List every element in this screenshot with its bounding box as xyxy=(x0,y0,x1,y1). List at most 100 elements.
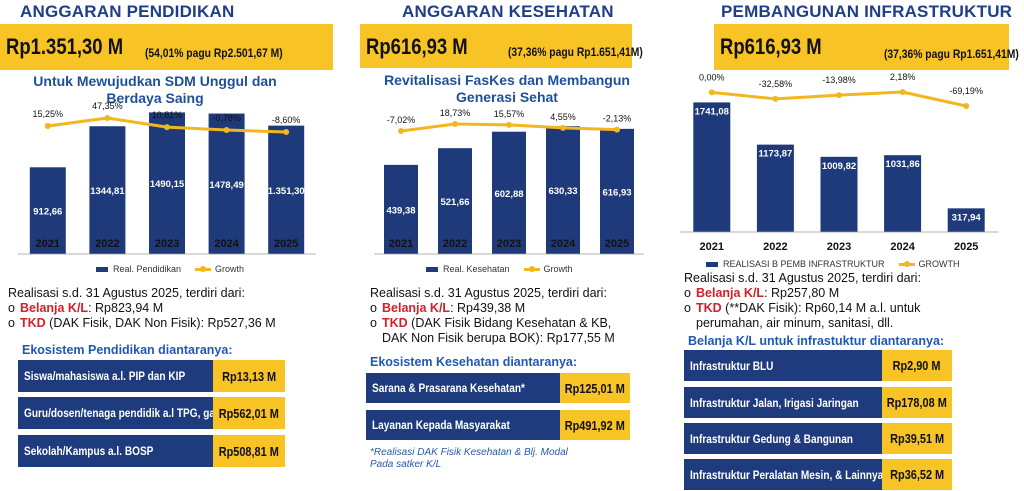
tkd-row-cont: perumahan, air minum, sanitasi, dll. xyxy=(684,316,921,331)
eco-row: Layanan Kepada Masyarakat Rp491,92 M xyxy=(366,410,630,440)
eco-value: Rp13,13 M xyxy=(213,360,285,392)
bar xyxy=(546,126,580,254)
pagu-text: (37,36% pagu Rp1.651,41M) xyxy=(884,47,1019,61)
year-tick-label: 2022 xyxy=(763,241,787,253)
eco-label: Layanan Kepada Masyarakat xyxy=(366,410,560,440)
growth-value-label: 47,35% xyxy=(92,101,123,111)
tkd-text: (**DAK Fisik): Rp60,14 M a.l. untuk xyxy=(721,301,921,315)
bar xyxy=(384,164,418,254)
legend-bar-label: Real. Pendidikan xyxy=(113,264,182,274)
bar xyxy=(492,131,526,254)
belanja-label: Belanja K/L xyxy=(382,301,451,315)
pagu-text: (54,01% pagu Rp2.501,67 M) xyxy=(145,46,283,60)
eco-label: Infrastruktur Jalan, Irigasi Jaringan xyxy=(684,387,882,418)
growth-value-label: -69,19% xyxy=(949,86,983,96)
eco-value: Rp562,01 M xyxy=(213,397,285,429)
year-tick-label: 2021 xyxy=(700,241,724,253)
belanja-label: Belanja K/L xyxy=(696,286,765,300)
eco-value: Rp2,90 M xyxy=(882,350,952,381)
eco-row: Sarana & Prasarana Kesehatan* Rp125,01 M xyxy=(366,373,630,403)
tkd-text: (DAK Fisik, DAK Non Fisik): Rp527,36 M xyxy=(45,316,276,330)
panel-pendidikan: ANGGARAN PENDIDIKAN Rp1.351,30 M (54,01%… xyxy=(0,0,335,491)
belanja-value: : Rp257,80 M xyxy=(764,286,840,300)
bar-value-label: 602,88 xyxy=(494,189,523,200)
year-tick-label: 2023 xyxy=(497,238,521,250)
tkd-row-cont: DAK Non Fisik berupa BOK): Rp177,55 M xyxy=(370,331,615,346)
tkd-label: TKD xyxy=(382,316,408,330)
realisasi-block: Realisasi s.d. 31 Agustus 2025, terdiri … xyxy=(370,286,615,346)
bar-value-label: 317,94 xyxy=(952,212,982,223)
panel-title: PEMBANGUNAN INFRASTRUKTUR xyxy=(721,2,1013,21)
chart-legend: REALISASI B PEMB INFRASTRUKTUR GROWTH xyxy=(706,259,960,269)
subtitle-line-1: Revitalisasi FasKes dan Membangun xyxy=(384,72,630,88)
year-tick-label: 2025 xyxy=(274,238,298,250)
bar xyxy=(884,155,922,232)
bar xyxy=(149,112,185,254)
footnote: *Realisasi DAK Fisik Kesehatan & Blj. Mo… xyxy=(370,447,568,471)
growth-point xyxy=(772,95,779,102)
realisasi-block: Realisasi s.d. 31 Agustus 2025, terdiri … xyxy=(684,271,921,331)
growth-point xyxy=(398,128,404,134)
eco-row: Infrastruktur Gedung & Bangunan Rp39,51 … xyxy=(684,423,952,454)
bar-value-label: 1031,86 xyxy=(885,159,919,170)
realisasi-header: Realisasi s.d. 31 Agustus 2025, terdiri … xyxy=(370,286,607,300)
chart-infrastruktur: 1741,08 2021 1173,87 2022 1009,82 2023 1031,86… xyxy=(680,72,998,253)
eco-value: Rp508,81 M xyxy=(213,435,285,467)
bar xyxy=(29,167,66,254)
legend-bar-label: Real. Kesehatan xyxy=(443,264,510,274)
bullet-icon: o xyxy=(370,316,377,330)
growth-value-label: 2,18% xyxy=(890,72,916,82)
panel-subtitle: Untuk Mewujudkan SDM Unggul dan Berdaya … xyxy=(0,73,310,107)
amount-box: Rp1.351,30 M (54,01% pagu Rp2.501,67 M) xyxy=(0,24,333,70)
growth-point xyxy=(283,129,290,135)
legend-line-label: GROWTH xyxy=(918,259,960,269)
bar-value-label: 1.351,30 xyxy=(268,186,305,197)
panel-kesehatan: ANGGARAN KESEHATAN Rp616,93 M (37,36% pa… xyxy=(352,0,692,491)
eco-label: Siswa/mahasiswa a.l. PIP dan KIP xyxy=(18,360,213,392)
eco-label: Infrastruktur BLU xyxy=(684,350,882,381)
year-tick-label: 2023 xyxy=(827,241,851,253)
eco-label: Sekolah/Kampus a.l. BOSP xyxy=(18,435,213,467)
bar xyxy=(947,208,985,232)
eco-row: Guru/dosen/tenaga pendidik a.l TPG, gaji… xyxy=(18,397,285,429)
bar-value-label: 630,33 xyxy=(548,186,577,197)
chart-legend: Real. Kesehatan Growth xyxy=(426,264,573,274)
subtitle-line-2: Generasi Sehat xyxy=(456,89,558,105)
tkd-row: o TKD (**DAK Fisik): Rp60,14 M a.l. untu… xyxy=(684,301,921,316)
growth-value-label: -7,02% xyxy=(387,115,416,125)
bar xyxy=(820,156,858,232)
bar xyxy=(693,102,731,233)
bullet-icon: o xyxy=(684,286,691,300)
eco-label: Sarana & Prasarana Kesehatan* xyxy=(366,373,560,403)
bar xyxy=(756,144,794,232)
legend-bar-label: REALISASI B PEMB INFRASTRUKTUR xyxy=(723,259,885,269)
pagu-text: (37,36% pagu Rp1.651,41M) xyxy=(508,45,643,59)
growth-point xyxy=(560,124,566,131)
legend-line-swatch xyxy=(195,265,212,272)
eco-label: Guru/dosen/tenaga pendidik a.l TPG, gaji xyxy=(18,397,213,429)
year-tick-label: 2023 xyxy=(155,238,179,250)
panel-infrastruktur: PEMBANGUNAN INFRASTRUKTUR Rp616,93 M (37… xyxy=(676,0,1024,491)
legend-bar-swatch xyxy=(426,266,438,272)
legend-line-label: Growth xyxy=(215,264,245,274)
growth-point xyxy=(506,121,512,128)
growth-value-label: 15,25% xyxy=(33,109,64,119)
growth-value-label: 15,57% xyxy=(494,109,525,119)
year-tick-label: 2021 xyxy=(36,238,60,250)
growth-value-label: 0,00% xyxy=(699,72,725,82)
belanja-value: : Rp439,38 M xyxy=(450,301,526,315)
bar xyxy=(600,128,634,254)
belanja-row: o Belanja K/L: Rp439,38 M xyxy=(370,301,615,316)
growth-value-label: -0,78% xyxy=(212,113,241,123)
amount-box: Rp616,93 M (37,36% pagu Rp1.651,41M) xyxy=(714,24,1019,70)
growth-value-label: -2,13% xyxy=(603,114,632,124)
legend-bar-swatch xyxy=(96,266,108,272)
eco-row: Infrastruktur Peralatan Mesin, & Lainnya… xyxy=(684,459,952,490)
tkd-row: o TKD (DAK Fisik, DAK Non Fisik): Rp527,… xyxy=(8,316,276,331)
amount-value: Rp616,93 M xyxy=(720,34,822,59)
bar-value-label: 1478,49 xyxy=(209,180,243,191)
growth-point xyxy=(708,89,715,96)
legend-bar-swatch xyxy=(706,261,718,267)
bar-value-label: 1344,81 xyxy=(90,186,125,197)
bullet-icon: o xyxy=(370,301,377,315)
